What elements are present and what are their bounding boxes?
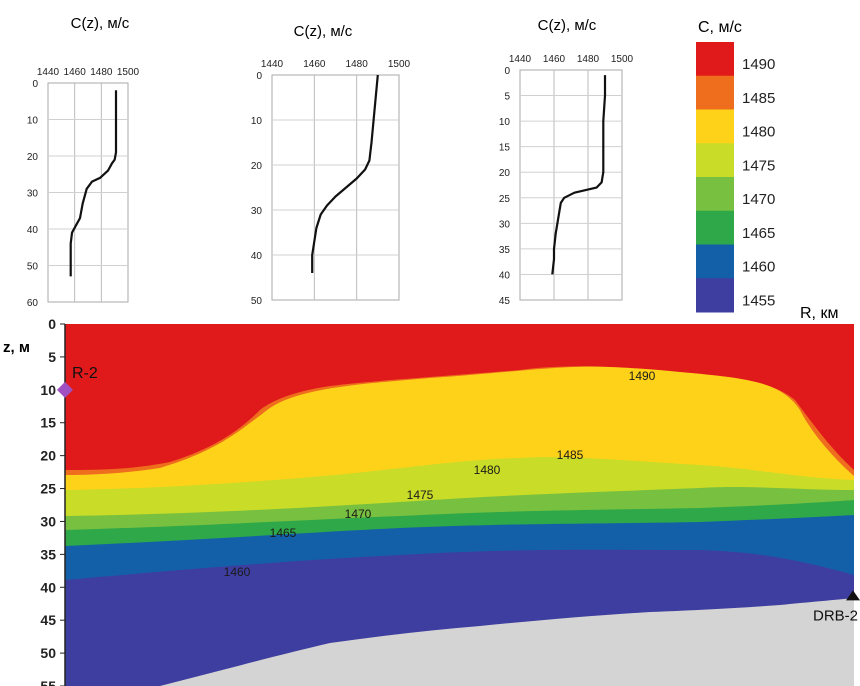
section-x-axis-label: R, км [800, 305, 838, 322]
section-y-tick-label: 20 [40, 448, 56, 464]
profile-chart-2: C(z), м/с 1440 1460 1480 1500 0 10 20 30 40 50 [251, 23, 411, 307]
profile-2-y-tick-label: 30 [251, 206, 263, 217]
profile-3-y-tick-label: 35 [499, 245, 511, 256]
profile-3-y-tick-label: 30 [499, 219, 511, 230]
profile-3-x-tick-label: 1460 [543, 54, 566, 65]
profile-3-x-tick-label: 1500 [611, 54, 634, 65]
profile-1-y-tick-label: 20 [27, 152, 39, 163]
colorbar-level-label: 1460 [742, 259, 775, 276]
profile-2-x-tick-label: 1440 [261, 59, 284, 70]
profile-1-y-tick-label: 40 [27, 225, 39, 236]
colorbar-level-label: 1490 [742, 56, 775, 73]
profile-1-line [69, 90, 118, 277]
section-y-tick-label: 5 [48, 349, 56, 365]
colorbar-level-label: 1480 [742, 124, 775, 141]
profile-chart-3: C(z), м/с 1440 1460 1480 1500 0 5 10 15 20 25 30 35… [499, 17, 634, 307]
profile-2-line [311, 74, 379, 273]
source-marker [57, 381, 73, 398]
section-y-tick-label: 45 [40, 612, 56, 628]
profile-3-y-tick-label: 45 [499, 296, 511, 307]
profile-2-y-tick-label: 10 [251, 116, 263, 127]
section-y-tick-label: 25 [40, 481, 56, 497]
section-heatmap: 1490 1485 1480 1475 1470 1465 1460 0 5 10 1… [3, 305, 860, 686]
contour-label-1460: 1460 [224, 565, 251, 579]
colorbar-swatch [696, 244, 734, 279]
profile-3-frame [519, 69, 623, 301]
profile-1-y-tick-label: 0 [32, 79, 38, 90]
profile-1-x-tick-label: 1460 [64, 67, 87, 78]
section-y-tick-label: 55 [40, 678, 56, 686]
contour-label-1490: 1490 [629, 369, 656, 383]
profile-3-line [551, 75, 607, 275]
contour-label-1480: 1480 [474, 463, 501, 477]
profile-2-y-tick-label: 20 [251, 161, 263, 172]
profile-2-y-tick-label: 0 [256, 71, 262, 82]
contour-label-1475: 1475 [407, 488, 434, 502]
profile-3-x-tick-label: 1480 [577, 54, 600, 65]
colorbar-level-label: 1485 [742, 90, 775, 107]
seabed [65, 598, 854, 686]
colorbar-swatch [696, 109, 734, 144]
profile-1-x-tick-label: 1500 [117, 67, 140, 78]
profile-3-y-tick-label: 10 [499, 117, 511, 128]
section-y-tick-label: 50 [40, 645, 56, 661]
section-y-tick-label: 15 [40, 415, 56, 431]
section-y-tick-label: 10 [40, 382, 56, 398]
profile-1-y-tick-label: 10 [27, 116, 39, 127]
profile-3-y-tick-label: 5 [504, 92, 510, 103]
contour-label-1485: 1485 [557, 448, 584, 462]
colorbar-swatch [696, 177, 734, 212]
profile-2-frame [271, 74, 400, 301]
receiver-marker [846, 590, 860, 601]
profile-3-y-tick-label: 25 [499, 194, 511, 205]
profile-3-y-tick-label: 0 [504, 66, 510, 77]
colorbar-level-label: 1475 [742, 157, 775, 174]
section-y-tick-label: 35 [40, 546, 56, 562]
section-y-tick-label: 0 [48, 316, 56, 332]
profile-3-y-tick-label: 20 [499, 168, 511, 179]
colorbar-level-label: 1470 [742, 191, 775, 208]
contour-label-1465: 1465 [270, 526, 297, 540]
section-y-tick-label: 30 [40, 513, 56, 529]
profile-3-y-tick-label: 40 [499, 270, 511, 281]
source-label: R-2 [72, 365, 98, 382]
colorbar-level-label: 1465 [742, 225, 775, 242]
section-y-ticks: 0 5 10 15 20 25 30 35 40 45 50 55 [40, 316, 65, 686]
contour-label-1470: 1470 [345, 507, 372, 521]
profile-2-title: C(z), м/с [294, 23, 353, 40]
profile-1-x-tick-label: 1480 [90, 67, 113, 78]
profile-2-y-tick-label: 50 [251, 296, 263, 307]
profile-chart-1: C(z), м/с 1440 1460 1480 1500 0 10 20 30 40 50 60 [27, 15, 140, 309]
band-1490 [65, 324, 854, 470]
colorbar-swatches: 1490 1485 1480 1475 1470 1465 1460 1455 [696, 42, 775, 313]
colorbar-level-label: 1455 [742, 292, 775, 309]
profile-3-y-tick-label: 15 [499, 143, 511, 154]
colorbar-title: C, м/с [698, 19, 742, 36]
section-y-axis-label: z, м [3, 339, 30, 356]
profile-1-y-tick-label: 30 [27, 189, 39, 200]
profile-1-y-tick-label: 60 [27, 298, 39, 309]
colorbar-swatch [696, 210, 734, 245]
colorbar-swatch [696, 278, 734, 313]
colorbar-swatch [696, 143, 734, 178]
colorbar-swatch [696, 42, 734, 77]
profile-3-x-tick-label: 1440 [509, 54, 532, 65]
profile-1-x-tick-label: 1440 [37, 67, 60, 78]
profile-2-x-tick-label: 1480 [346, 59, 369, 70]
receiver-label: DRB-2 [813, 607, 858, 624]
profile-2-y-tick-label: 40 [251, 251, 263, 262]
section-y-tick-label: 40 [40, 579, 56, 595]
profile-3-title: C(z), м/с [538, 17, 597, 34]
profile-1-title: C(z), м/с [71, 15, 130, 32]
colorbar-swatch [696, 75, 734, 110]
profile-2-x-tick-label: 1500 [388, 59, 411, 70]
profile-2-x-tick-label: 1460 [303, 59, 326, 70]
profile-1-y-tick-label: 50 [27, 262, 39, 273]
colorbar: C, м/с 1490 1485 1480 1475 1470 1465 1460 1455 [696, 19, 775, 313]
